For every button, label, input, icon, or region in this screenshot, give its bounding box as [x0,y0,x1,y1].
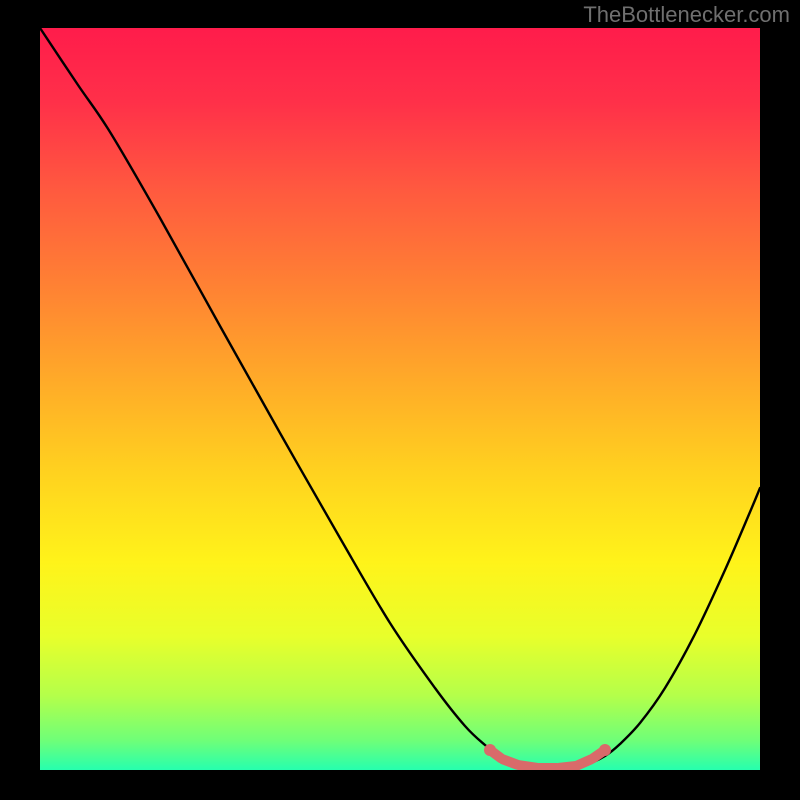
plot-area [40,28,760,770]
gradient-background [40,28,760,770]
watermark-text: TheBottlenecker.com [583,2,790,28]
bottleneck-chart [40,28,760,770]
